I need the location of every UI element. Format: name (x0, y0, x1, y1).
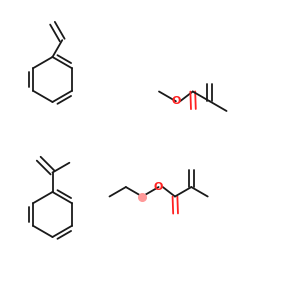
Text: O: O (171, 96, 181, 106)
Text: O: O (154, 182, 163, 192)
